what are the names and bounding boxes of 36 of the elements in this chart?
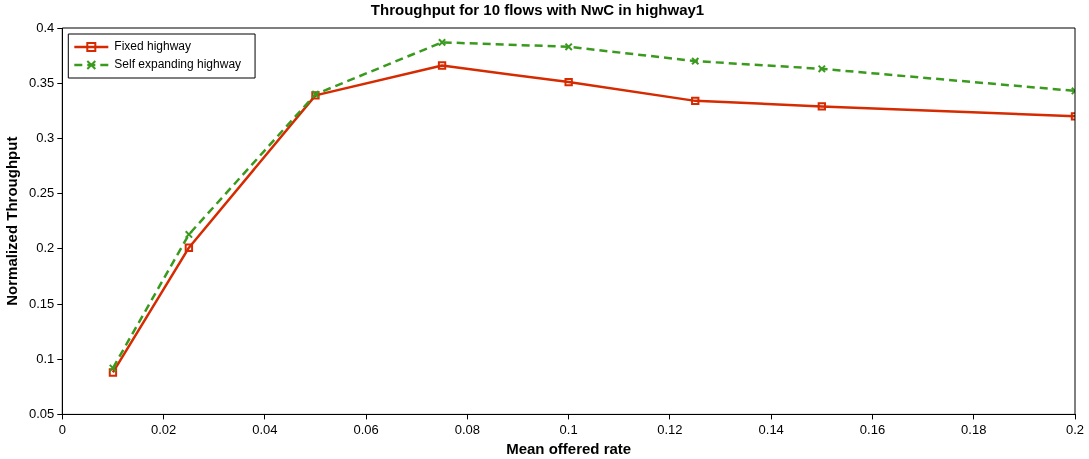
y-tick-label: 0.35 — [28, 74, 55, 90]
point — [184, 230, 194, 239]
point — [564, 77, 573, 87]
y-tick-label: 0.2 — [36, 240, 55, 256]
point — [564, 42, 573, 51]
point — [108, 368, 118, 377]
x-tick-label: 0.08 — [454, 421, 481, 437]
x-tick-label: 0 — [58, 421, 66, 437]
y-tick-label: 0.25 — [28, 185, 55, 201]
y-tick-label: 0.05 — [28, 405, 55, 421]
chart-title: Throughput for 10 flows with NwC in highway1 — [370, 1, 705, 19]
x-tick-label: 0.06 — [353, 421, 379, 437]
x-tick-label: 0.2 — [1065, 421, 1085, 437]
y-tick-label: 0.15 — [28, 295, 55, 311]
point — [817, 102, 827, 111]
x-tick-label: 0.02 — [150, 421, 177, 437]
y-tick-label: 0.1 — [36, 350, 55, 366]
point — [108, 363, 118, 373]
x-tick-label: 0.18 — [961, 421, 987, 437]
x-tick-label: 0.1 — [559, 421, 578, 437]
y-tick-label: 0.4 — [36, 19, 55, 35]
point — [184, 243, 194, 252]
point — [817, 64, 827, 74]
legend-label: Fixed highway — [114, 39, 192, 54]
x-tick-label: 0.16 — [859, 421, 886, 437]
legend-label: Self expanding highway — [114, 57, 242, 72]
x-tick-label: 0.04 — [252, 421, 278, 437]
point — [437, 38, 447, 47]
point — [691, 56, 700, 66]
y-axis-title: Normalized Throughput — [3, 136, 21, 306]
point — [691, 96, 700, 106]
x-axis-title: Mean offered rate — [506, 440, 632, 458]
y-tick-label: 0.3 — [36, 129, 55, 145]
point — [437, 61, 447, 70]
x-tick-label: 0.12 — [657, 421, 683, 437]
x-tick-label: 0.14 — [758, 421, 784, 437]
